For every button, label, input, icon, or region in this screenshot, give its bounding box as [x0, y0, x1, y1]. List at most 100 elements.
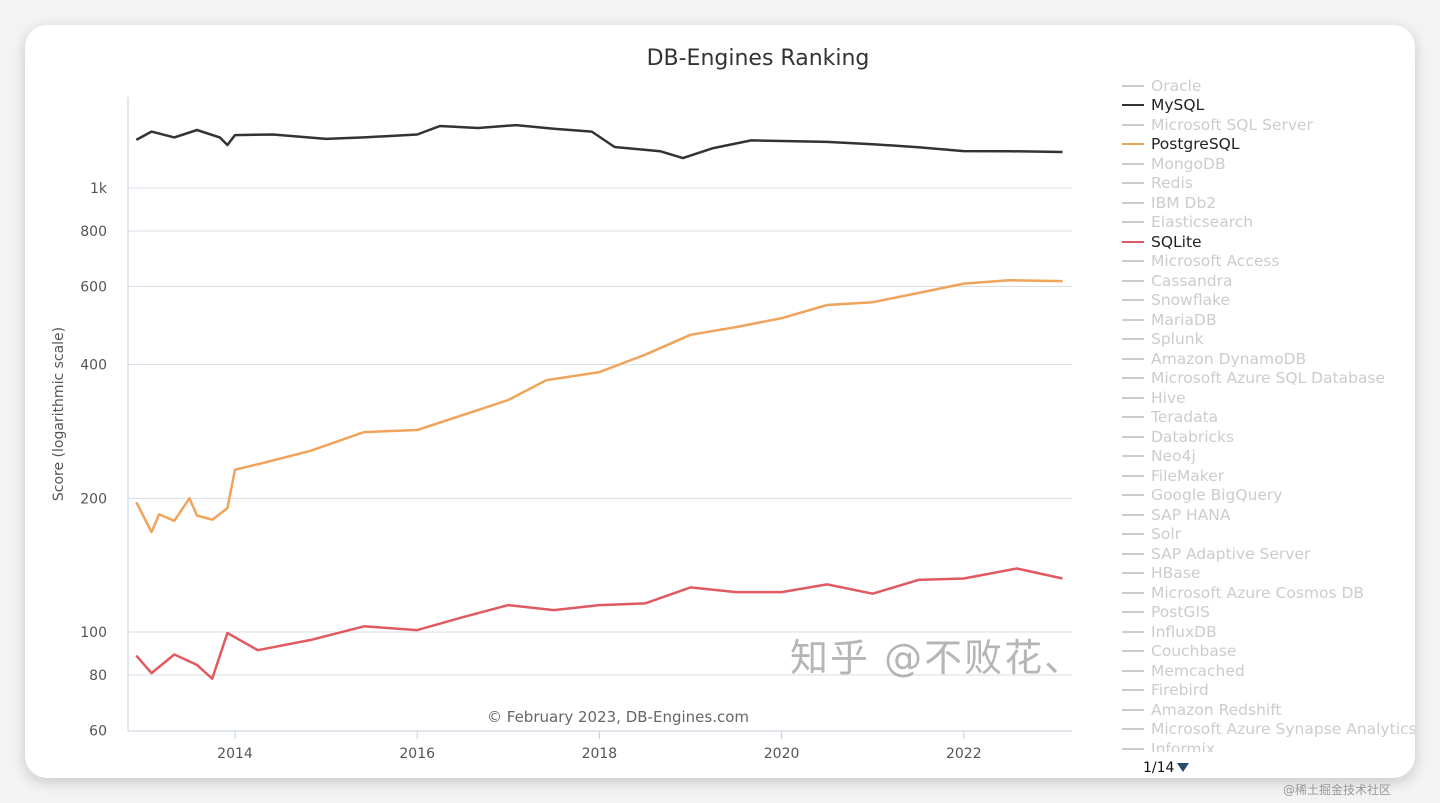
legend-label: Databricks [1151, 427, 1235, 446]
legend-item[interactable]: Elasticsearch [1122, 213, 1415, 233]
legend-item[interactable]: Snowflake [1122, 291, 1415, 311]
legend-swatch [1122, 591, 1144, 594]
legend-item[interactable]: Couchbase [1122, 642, 1415, 662]
legend-swatch [1122, 728, 1144, 731]
legend-swatch [1122, 279, 1144, 282]
legend-label: Microsoft Access [1151, 252, 1280, 271]
legend-label: Amazon DynamoDB [1151, 349, 1307, 368]
legend-item[interactable]: FileMaker [1122, 466, 1415, 486]
legend-label: Teradata [1151, 408, 1219, 427]
legend-label: Microsoft Azure Cosmos DB [1151, 583, 1365, 602]
chart-title: DB-Engines Ranking [647, 46, 870, 71]
legend-swatch [1122, 240, 1144, 243]
legend-swatch [1122, 630, 1144, 633]
y-tick-label: 100 [80, 625, 107, 641]
legend-swatch [1122, 611, 1144, 614]
legend-item[interactable]: Microsoft Azure Cosmos DB [1122, 583, 1415, 603]
legend-swatch [1122, 377, 1144, 380]
x-tick-label: 2022 [946, 746, 982, 762]
y-tick-label: 1k [90, 181, 108, 197]
legend-label: Microsoft SQL Server [1151, 115, 1313, 134]
legend-swatch [1122, 182, 1144, 185]
x-tick-label: 2018 [582, 746, 618, 762]
legend-item[interactable]: Microsoft Azure Synapse Analytics [1122, 720, 1415, 740]
legend-swatch [1122, 221, 1144, 224]
legend-item[interactable]: MariaDB [1122, 310, 1415, 330]
legend-item[interactable]: SQLite [1122, 232, 1415, 252]
y-tick-label: 60 [89, 724, 107, 740]
pager-down-arrow-icon[interactable] [1177, 763, 1190, 772]
series-line-postgresql [135, 278, 1063, 534]
legend-label: Google BigQuery [1151, 486, 1283, 505]
legend-item[interactable]: Redis [1122, 174, 1415, 194]
pager-text: 1/14 [1143, 760, 1175, 776]
legend-swatch [1122, 455, 1144, 458]
legend-swatch [1122, 669, 1144, 672]
legend-label: PostgreSQL [1151, 135, 1240, 154]
legend-label: Informix [1151, 739, 1216, 752]
legend-item[interactable]: IBM Db2 [1122, 193, 1415, 213]
chart-credit: © February 2023, DB-Engines.com [487, 708, 749, 726]
legend-item[interactable]: Solr [1122, 525, 1415, 545]
legend-item[interactable]: Microsoft Access [1122, 252, 1415, 272]
legend-label: Amazon Redshift [1151, 700, 1282, 719]
legend-item[interactable]: Google BigQuery [1122, 486, 1415, 506]
series-line-sqlite [135, 567, 1063, 680]
legend-swatch [1122, 416, 1144, 419]
legend-item[interactable]: Microsoft Azure SQL Database [1122, 369, 1415, 389]
legend-label: Memcached [1151, 661, 1245, 680]
legend-label: Cassandra [1151, 271, 1233, 290]
legend-swatch [1122, 689, 1144, 692]
legend: Oracle MySQL Microsoft SQL Server PostgreSQ… [1122, 76, 1415, 752]
legend-label: Neo4j [1151, 447, 1196, 466]
legend-label: Hive [1151, 388, 1186, 407]
legend-item[interactable]: PostGIS [1122, 603, 1415, 623]
legend-label: SQLite [1151, 232, 1202, 251]
legend-swatch [1122, 201, 1144, 204]
y-axis-title: Score (logarithmic scale) [51, 327, 67, 501]
legend-item[interactable]: Microsoft SQL Server [1122, 115, 1415, 135]
legend-label: HBase [1151, 564, 1201, 583]
legend-item[interactable]: Splunk [1122, 330, 1415, 350]
legend-swatch [1122, 435, 1144, 438]
legend-swatch [1122, 143, 1144, 146]
legend-swatch [1122, 318, 1144, 321]
legend-label: Redis [1151, 174, 1193, 193]
legend-item[interactable]: MongoDB [1122, 154, 1415, 174]
legend-item[interactable]: SAP Adaptive Server [1122, 544, 1415, 564]
legend-item[interactable]: HBase [1122, 564, 1415, 584]
legend-label: Solr [1151, 525, 1182, 544]
legend-item[interactable]: SAP HANA [1122, 505, 1415, 525]
legend-item[interactable]: Firebird [1122, 681, 1415, 701]
legend-pager[interactable]: 1/14 [1143, 760, 1190, 776]
chart-card: DB-Engines Ranking 60 80 100 200 400 600 800 1k 2… [25, 25, 1415, 778]
legend-label: PostGIS [1151, 603, 1210, 622]
legend-item[interactable]: MySQL [1122, 96, 1415, 116]
legend-item[interactable]: Informix [1122, 739, 1415, 752]
legend-item[interactable]: Teradata [1122, 408, 1415, 428]
legend-item[interactable]: InfluxDB [1122, 622, 1415, 642]
legend-label: IBM Db2 [1151, 193, 1217, 212]
y-tick-label: 600 [80, 280, 107, 296]
legend-item[interactable]: Oracle [1122, 76, 1415, 96]
legend-label: Splunk [1151, 330, 1204, 349]
legend-item[interactable]: Neo4j [1122, 447, 1415, 467]
x-tick-label: 2016 [399, 746, 435, 762]
watermark: 知乎 @不败花、 [790, 636, 1085, 680]
legend-label: Snowflake [1151, 291, 1231, 310]
legend-label: InfluxDB [1151, 622, 1217, 641]
legend-item[interactable]: Amazon DynamoDB [1122, 349, 1415, 369]
legend-item[interactable]: Cassandra [1122, 271, 1415, 291]
legend-label: Microsoft Azure Synapse Analytics [1151, 720, 1415, 739]
legend-item[interactable]: Databricks [1122, 427, 1415, 447]
legend-label: MongoDB [1151, 154, 1226, 173]
legend-item[interactable]: PostgreSQL [1122, 135, 1415, 155]
legend-label: Oracle [1151, 76, 1202, 95]
legend-item[interactable]: Amazon Redshift [1122, 700, 1415, 720]
legend-swatch [1122, 123, 1144, 126]
legend-swatch [1122, 708, 1144, 711]
legend-item[interactable]: Hive [1122, 388, 1415, 408]
legend-swatch [1122, 162, 1144, 165]
legend-item[interactable]: Memcached [1122, 661, 1415, 681]
legend-label: Couchbase [1151, 642, 1237, 661]
